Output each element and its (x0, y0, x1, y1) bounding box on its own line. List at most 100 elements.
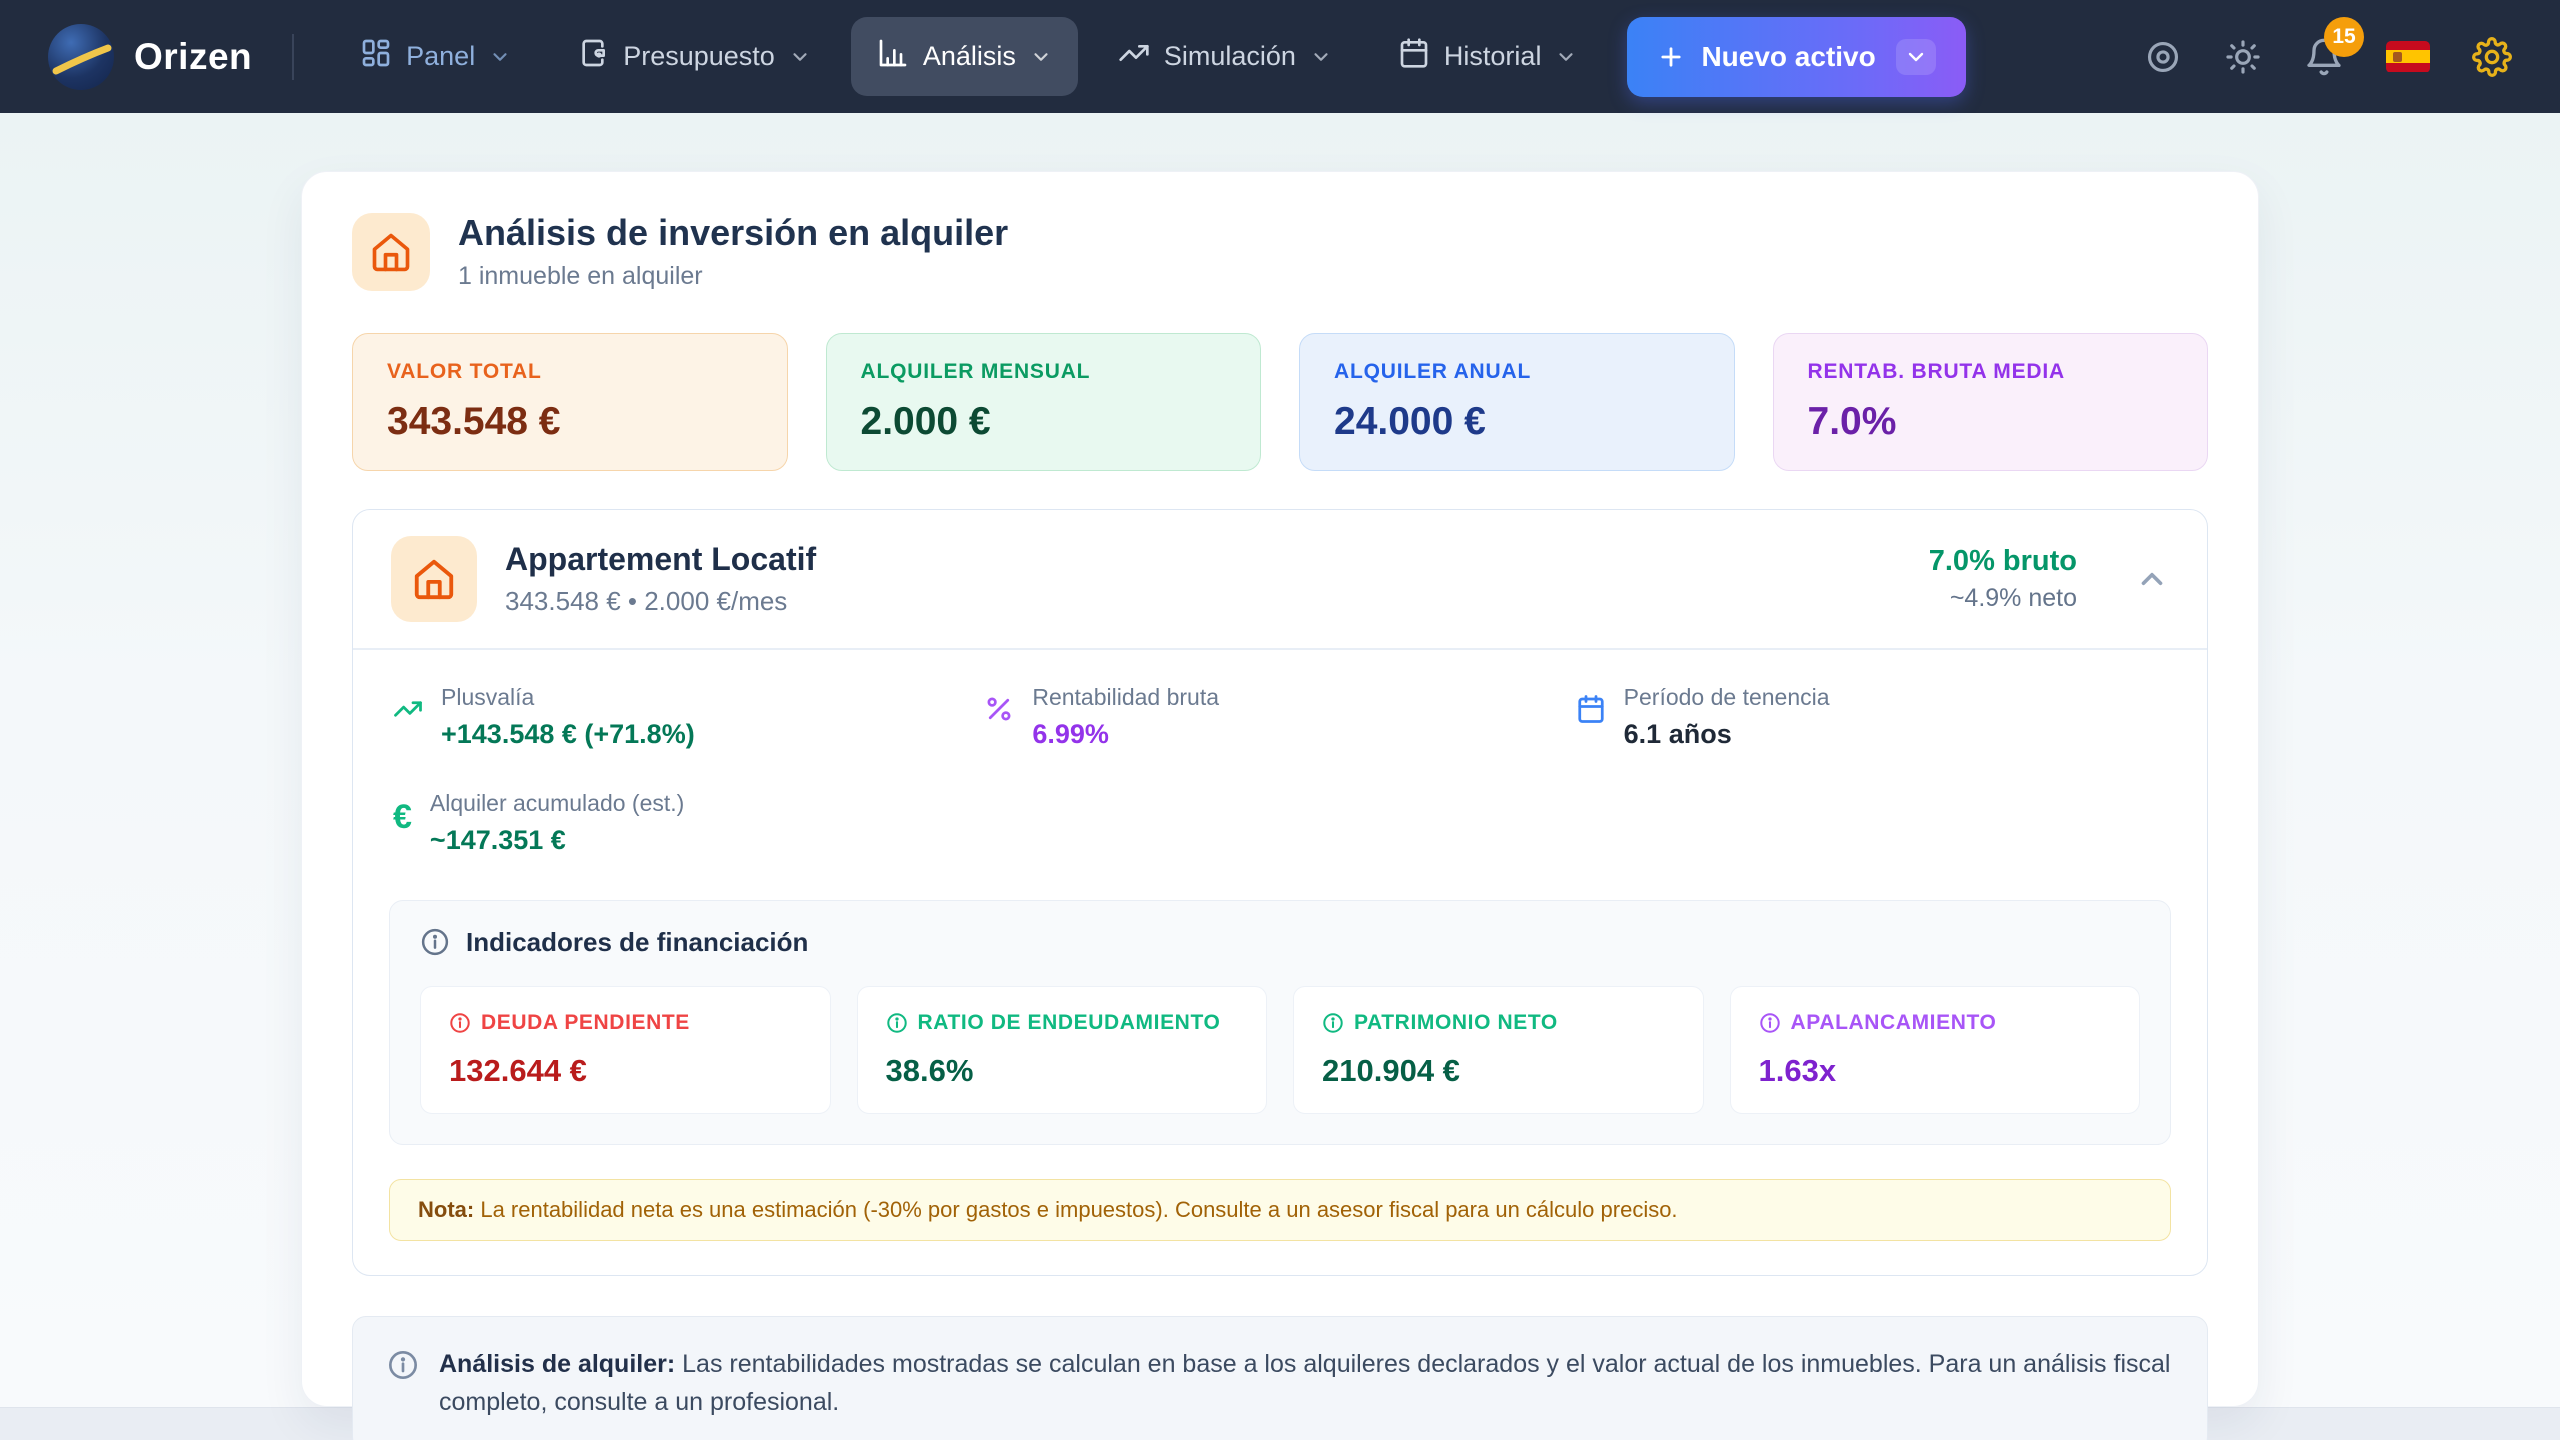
stat-label: ALQUILER ANUAL (1334, 360, 1532, 383)
calendar-icon (1398, 37, 1430, 76)
property-header[interactable]: Appartement Locatif 343.548 € • 2.000 €/… (353, 510, 2207, 648)
notification-badge: 15 (2324, 16, 2364, 57)
new-asset-label: Nuevo activo (1701, 40, 1876, 72)
note-text: La rentabilidad neta es una estimación (… (474, 1196, 1678, 1222)
percent-icon (984, 694, 1014, 729)
indicator-row: DEUDA PENDIENTE 132.644 € RATIO DE ENDEU… (420, 985, 2140, 1114)
indicator-apalancamiento: APALANCAMIENTO 1.63x (1729, 985, 2140, 1114)
theme-toggle-button[interactable] (2224, 38, 2262, 76)
nav-item-label: Historial (1443, 41, 1542, 71)
stat-label: ALQUILER MENSUAL (860, 360, 1091, 383)
metric-periodo-tenencia: Período de tenencia 6.1 años (1576, 684, 2167, 750)
new-asset-button[interactable]: Nuevo activo (1627, 16, 1966, 97)
chevron-down-icon (1908, 52, 1923, 61)
nav-item-panel[interactable]: Panel (334, 17, 537, 96)
trending-up-icon (393, 694, 423, 729)
info-icon (421, 928, 449, 956)
nav-menu: Panel Presupuesto Análisis Simulación (334, 16, 1966, 97)
nav-item-label: Presupuesto (623, 41, 775, 71)
main-area: Análisis de inversión en alquiler 1 inmu… (0, 113, 2560, 1440)
indicator-label: APALANCAMIENTO (1759, 1011, 2112, 1035)
analysis-card: Análisis de inversión en alquiler 1 inmu… (301, 171, 2259, 1440)
property-card: Appartement Locatif 343.548 € • 2.000 €/… (352, 509, 2208, 1276)
indicator-label: PATRIMONIO NETO (1322, 1011, 1675, 1035)
stat-value: 24.000 € (1334, 400, 1486, 443)
metrics-grid: Plusvalía +143.548 € (+71.8%) Rentabilid… (353, 650, 2207, 900)
brand[interactable]: Orizen (48, 23, 253, 90)
financing-header: Indicadores de financiación (420, 927, 2140, 958)
language-button[interactable] (2386, 40, 2430, 73)
metric-alquiler-acumulado: € Alquiler acumulado (est.) ~147.351 € (393, 790, 984, 856)
divider (353, 648, 2207, 650)
stat-value: 7.0% (1807, 400, 1897, 443)
info-icon (1323, 1012, 1343, 1033)
home-icon (372, 233, 410, 271)
metric-value: ~147.351 € (429, 824, 566, 855)
indicator-label: DEUDA PENDIENTE (449, 1011, 802, 1035)
trending-up-icon (1118, 37, 1150, 76)
orizen-logo-icon (48, 23, 114, 90)
nav-divider (292, 33, 295, 80)
chevron-down-icon (1034, 52, 1048, 61)
wallet-icon (577, 37, 609, 76)
metric-value: 6.1 años (1623, 718, 1732, 749)
metric-plusvalia: Plusvalía +143.548 € (+71.8%) (393, 684, 984, 750)
stat-value: 2.000 € (860, 400, 991, 443)
home-icon-tile (352, 212, 430, 291)
info-icon (387, 1349, 419, 1386)
stat-card-valor-total: VALOR TOTAL 343.548 € (352, 333, 788, 471)
sun-icon (2226, 39, 2260, 74)
chevron-down-icon (1314, 52, 1328, 61)
stats-row: VALOR TOTAL 343.548 € ALQUILER MENSUAL 2… (352, 333, 2208, 471)
nav-item-analisis[interactable]: Análisis (850, 17, 1078, 96)
metric-value: 6.99% (1032, 718, 1109, 749)
indicator-label-text: APALANCAMIENTO (1790, 1010, 1997, 1034)
brand-name: Orizen (134, 35, 253, 77)
stat-label: RENTAB. BRUTA MEDIA (1807, 360, 2065, 383)
chevron-up-icon[interactable] (2135, 562, 2169, 596)
spain-flag-icon (2386, 40, 2430, 73)
nav-item-presupuesto[interactable]: Presupuesto (551, 17, 837, 96)
gross-yield: 7.0% bruto (1928, 545, 2077, 577)
stat-card-alquiler-mensual: ALQUILER MENSUAL 2.000 € (825, 333, 1261, 471)
financing-title: Indicadores de financiación (466, 926, 809, 957)
footer-body: Las rentabilidades mostradas se calculan… (439, 1349, 2171, 1417)
indicator-label-text: PATRIMONIO NETO (1354, 1010, 1558, 1034)
indicator-label-text: RATIO DE ENDEUDAMIENTO (917, 1010, 1221, 1034)
home-icon (414, 559, 454, 600)
net-yield: ~4.9% neto (1949, 584, 2077, 612)
property-subtitle: 343.548 € • 2.000 €/mes (505, 586, 788, 616)
stat-card-rentabilidad: RENTAB. BRUTA MEDIA 7.0% (1772, 333, 2208, 471)
metric-label: Período de tenencia (1623, 683, 1830, 710)
nav-icon-group: 15 (2144, 16, 2512, 77)
gear-icon (2472, 36, 2512, 77)
indicator-ratio-endeudamiento: RATIO DE ENDEUDAMIENTO 38.6% (856, 985, 1267, 1114)
nav-item-simulacion[interactable]: Simulación (1092, 17, 1358, 96)
page-title: Análisis de inversión en alquiler (458, 212, 1009, 253)
settings-button[interactable] (2472, 36, 2512, 77)
property-yields: 7.0% bruto ~4.9% neto (1929, 545, 2077, 613)
footer-label: Análisis de alquiler: (439, 1349, 676, 1378)
privacy-eye-button[interactable] (2144, 38, 2182, 76)
note-label: Nota: (418, 1196, 475, 1222)
new-asset-dropdown[interactable] (1895, 38, 1936, 75)
nav-item-historial[interactable]: Historial (1372, 17, 1604, 96)
indicator-value: 132.644 € (449, 1052, 587, 1088)
stat-card-alquiler-anual: ALQUILER ANUAL 24.000 € (1299, 333, 1735, 471)
plus-icon (1661, 46, 1682, 67)
top-navbar: Orizen Panel Presupuesto Análisis (0, 0, 2560, 113)
property-name: Appartement Locatif (505, 541, 817, 577)
indicator-label: RATIO DE ENDEUDAMIENTO (886, 1011, 1239, 1035)
stat-value: 343.548 € (387, 400, 561, 443)
nav-item-label: Panel (406, 41, 476, 71)
note-banner: Nota: La rentabilidad neta es una estima… (389, 1178, 2171, 1241)
page-header: Análisis de inversión en alquiler 1 inmu… (352, 212, 2208, 291)
metric-label: Rentabilidad bruta (1032, 683, 1220, 710)
indicator-value: 1.63x (1758, 1052, 1837, 1088)
chevron-down-icon (493, 52, 507, 61)
nav-item-label: Simulación (1163, 41, 1296, 71)
euro-icon: € (393, 797, 412, 836)
bar-chart-icon (877, 37, 909, 76)
indicator-label-text: DEUDA PENDIENTE (481, 1010, 690, 1034)
notifications-button[interactable]: 15 (2304, 16, 2364, 77)
